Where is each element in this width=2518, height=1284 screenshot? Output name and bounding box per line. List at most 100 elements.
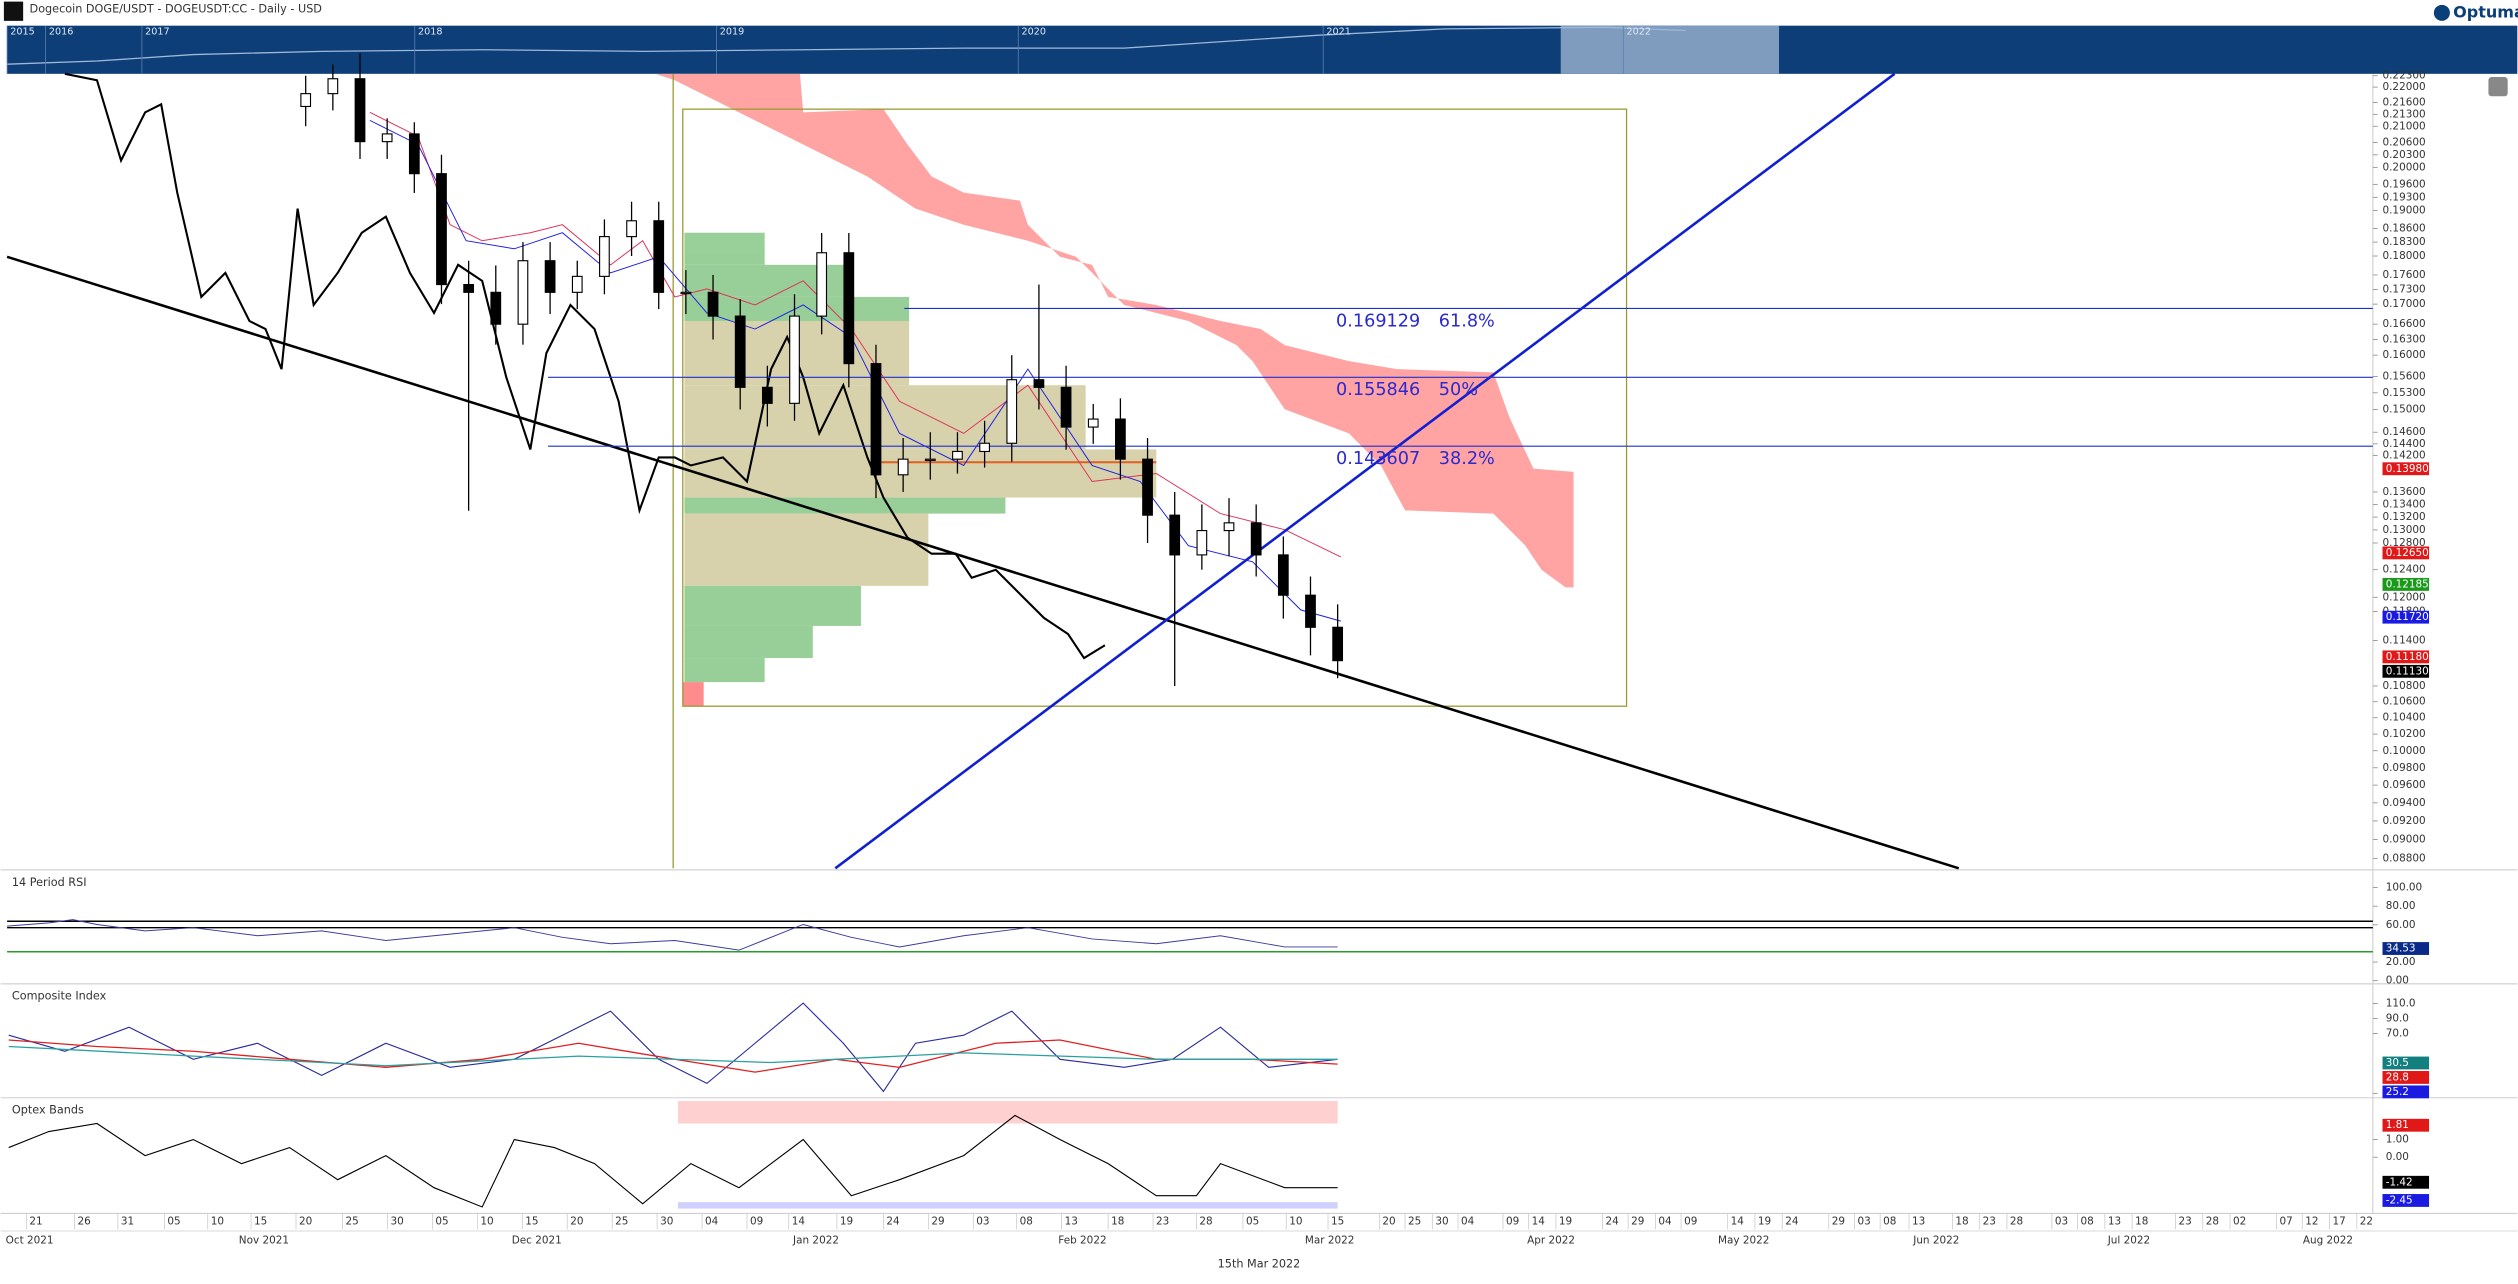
month-label: Dec 2021 [512, 1235, 562, 1247]
y-tick-label: 60.00 [2386, 919, 2416, 931]
x-tick-label: 18 [1955, 1215, 1968, 1227]
y-tick-label: 0.09400 [2383, 797, 2426, 809]
x-tick-label: 10 [480, 1215, 493, 1227]
x-tick-label: 31 [121, 1215, 134, 1227]
x-tick-label: 19 [1559, 1215, 1572, 1227]
navigator-window[interactable] [1560, 25, 1780, 74]
month-label: Feb 2022 [1058, 1235, 1106, 1247]
x-tick-label: 13 [1065, 1215, 1078, 1227]
y-tick-label: 70.0 [2386, 1027, 2409, 1039]
candle-body [571, 275, 583, 293]
y-tick-label: 0.10200 [2383, 728, 2426, 740]
y-tick-label: 0.17600 [2383, 269, 2426, 281]
lagging-span [64, 72, 1106, 660]
x-tick-label: 15 [1331, 1215, 1344, 1227]
x-tick-label: 21 [29, 1215, 42, 1227]
x-tick-label: 04 [705, 1215, 719, 1227]
x-tick-label: 14 [1532, 1215, 1546, 1227]
y-tick-label: 20.00 [2386, 956, 2416, 968]
x-tick-label: 05 [167, 1215, 180, 1227]
y-tick-label: 0.20600 [2383, 136, 2426, 148]
x-tick-label: 15 [254, 1215, 267, 1227]
app-icon [3, 1, 24, 21]
y-tick-label: 0.19000 [2383, 205, 2426, 217]
candle-body [1060, 386, 1072, 428]
candle-body [327, 78, 339, 95]
x-tick-label: 14 [792, 1215, 806, 1227]
composite-slow-ma [8, 1045, 1338, 1067]
y-tick-label: 0.19600 [2383, 178, 2426, 190]
month-label: Aug 2022 [2303, 1235, 2353, 1247]
y-tick-label: 0.14200 [2383, 450, 2426, 462]
y-tick-label: 0.15000 [2383, 403, 2426, 415]
candle-body [1223, 522, 1235, 532]
price-badge [2382, 578, 2430, 591]
x-tick-label: 28 [1199, 1215, 1212, 1227]
panel-title: Optex Bands [12, 1104, 84, 1117]
navigator-year: 2016 [49, 26, 74, 37]
badge-label: -1.42 [2386, 1176, 2413, 1188]
candle-body [734, 315, 746, 388]
price-badge [2382, 1056, 2430, 1070]
x-tick-label: 15 [525, 1215, 538, 1227]
x-tick-label: 09 [1506, 1215, 1519, 1227]
badge-label: -2.45 [2386, 1194, 2413, 1206]
y-tick-label: 0.09000 [2383, 833, 2426, 845]
candle-body [979, 442, 990, 453]
candle-body [1169, 514, 1181, 556]
x-tick-label: 08 [1883, 1215, 1896, 1227]
y-tick-label: 0.13400 [2383, 498, 2426, 510]
candle-body [1250, 522, 1262, 556]
x-tick-label: 22 [2360, 1215, 2373, 1227]
price-badge [2382, 1118, 2430, 1132]
price-badge [2382, 546, 2430, 560]
lock-button[interactable] [2488, 77, 2508, 97]
y-tick-label: 0.18000 [2383, 250, 2426, 262]
candle-body [408, 133, 420, 175]
range-box [682, 108, 1628, 707]
y-tick-label: 0.13200 [2383, 511, 2426, 523]
price-badge [2382, 1085, 2430, 1099]
candle-body [490, 291, 502, 325]
chart-title: Dogecoin DOGE/USDT - DOGEUSDT:CC - Daily… [30, 3, 322, 16]
x-tick-label: 09 [750, 1215, 763, 1227]
candle-body [707, 291, 719, 317]
trend-line [6, 255, 1960, 870]
x-tick-label: 18 [2135, 1215, 2148, 1227]
x-tick-label: 14 [1731, 1215, 1745, 1227]
candle-body [680, 291, 692, 295]
navigator-year: 2018 [418, 26, 443, 37]
ichimoku-cloud [682, 682, 704, 707]
badge-label: 30.5 [2386, 1057, 2409, 1069]
navigator[interactable] [7, 25, 2518, 74]
x-tick-label: 29 [1832, 1215, 1845, 1227]
candle-body [924, 458, 936, 462]
y-tick-label: 110.0 [2386, 997, 2416, 1009]
x-tick-label: 19 [1758, 1215, 1771, 1227]
optex-band [677, 1101, 1338, 1124]
x-tick-label: 09 [1684, 1215, 1697, 1227]
x-tick-label: 20 [570, 1215, 583, 1227]
candle-body [843, 252, 855, 365]
candle-body [300, 93, 312, 108]
x-tick-label: 25 [615, 1215, 628, 1227]
x-tick-label: 04 [1461, 1215, 1475, 1227]
navigator-year: 2017 [145, 26, 170, 37]
navigator-year: 2019 [720, 26, 745, 37]
x-tick-label: 03 [2055, 1215, 2068, 1227]
x-tick-label: 18 [1111, 1215, 1124, 1227]
badge-label: 1.81 [2386, 1119, 2409, 1131]
optex-band [677, 1202, 1338, 1209]
navigator-year: 2015 [10, 26, 35, 37]
candle-body [653, 220, 665, 293]
x-tick-label: 23 [1983, 1215, 1996, 1227]
candle-body [1277, 554, 1289, 596]
brand-name: Optuma [2453, 2, 2518, 21]
month-label: Jun 2022 [1912, 1235, 1959, 1247]
navigator-year: 2021 [1326, 26, 1350, 37]
x-tick-label: 25 [1408, 1215, 1421, 1227]
candle-body [1033, 379, 1045, 388]
fib-price: 0.143607 [1336, 449, 1420, 469]
